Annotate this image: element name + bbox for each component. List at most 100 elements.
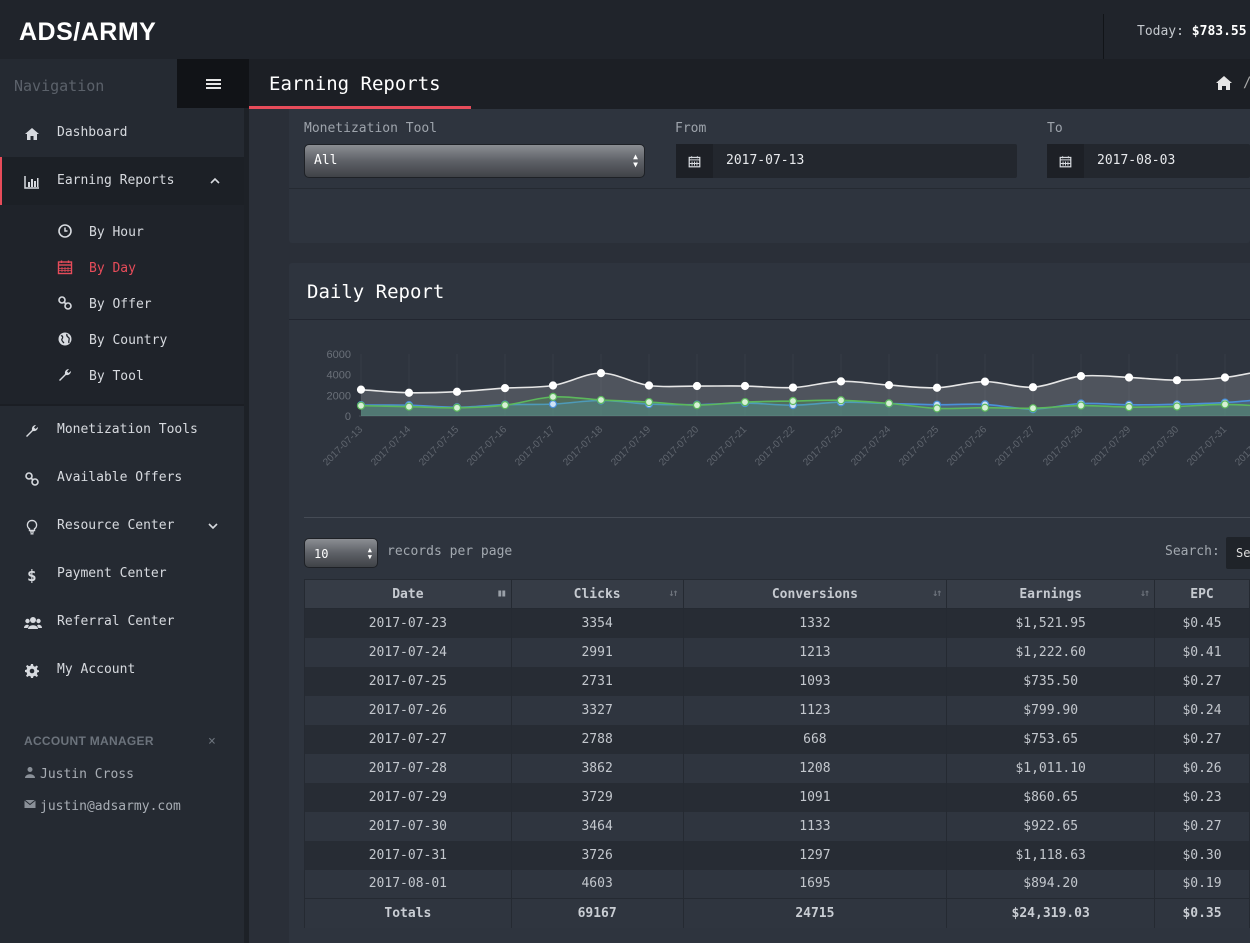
table-cell: $0.27 <box>1154 811 1250 841</box>
sidebar-item-my-account[interactable]: My Account <box>0 646 244 694</box>
breadcrumb-home-icon[interactable] <box>1215 75 1233 91</box>
hamburger-icon <box>205 77 221 91</box>
from-date-input[interactable]: 2017-07-13 <box>676 144 1017 178</box>
sidebar-subitem-label: By Offer <box>89 297 152 312</box>
table-cell: 2788 <box>510 724 684 754</box>
search-input[interactable]: Se <box>1226 537 1250 569</box>
sidebar-item-referral-center[interactable]: Referral Center <box>0 598 244 646</box>
data-point <box>1028 404 1038 413</box>
data-point <box>1124 373 1134 382</box>
daily-report-table: Date ▮▮ Clicks ↓↑ Conversions ↓↑ Earnings ↓↑… <box>304 579 1250 928</box>
table-cell: $0.23 <box>1154 782 1250 812</box>
sidebar-subitem-by-tool[interactable]: By Tool <box>0 368 244 405</box>
sidebar-item-resource-center[interactable]: Resource Center <box>0 502 244 550</box>
table-cell: $0.24 <box>1154 695 1250 725</box>
series-area <box>361 396 1250 416</box>
data-point <box>596 369 606 378</box>
data-point <box>452 387 462 396</box>
table-row: 2017-07-27 2788 668 $753.65 $0.27 <box>304 724 1250 754</box>
totals-row: Totals 69167 24715 $24,319.03 $0.35 <box>304 898 1250 928</box>
data-point <box>980 377 990 386</box>
account-manager-email[interactable]: justin@adsarmy.com <box>40 799 181 814</box>
data-point <box>1220 400 1230 409</box>
sidebar-subitem-by-country[interactable]: By Country <box>0 332 244 369</box>
table-row: 2017-07-28 3862 1208 $1,011.10 $0.26 <box>304 753 1250 783</box>
table-cell: 2017-07-31 <box>304 840 512 870</box>
x-tick-label: 2017-07-13 <box>321 424 365 468</box>
select-arrows-icon: ▲ ▼ <box>367 546 372 561</box>
sidebar-nav: Dashboard Earning Reports By Hour By Day… <box>0 109 244 694</box>
to-label: To <box>1047 121 1063 136</box>
table-cell: $0.27 <box>1154 666 1250 696</box>
x-tick-label: 2017-07-15 <box>417 424 461 468</box>
table-cell: $0.30 <box>1154 840 1250 870</box>
sidebar-item-label: Payment Center <box>57 566 167 581</box>
y-tick-label: 0 <box>345 411 351 423</box>
records-per-page-select[interactable]: 10 ▲ ▼ <box>304 538 378 568</box>
data-point <box>1124 403 1134 412</box>
data-point <box>596 395 606 405</box>
x-tick-label: 2017-07-16 <box>465 424 509 468</box>
table-cell: 2991 <box>510 637 684 667</box>
data-point <box>692 401 702 410</box>
x-tick-label: 2017-07-20 <box>657 424 701 468</box>
table-cell: $1,521.95 <box>946 608 1156 638</box>
top-bar: ADS/ARMY Today: $783.55 <box>0 0 1250 59</box>
x-tick-label: 2017-07-24 <box>849 424 893 468</box>
sidebar-item-dashboard[interactable]: Dashboard <box>0 109 244 157</box>
sidebar-subitem-by-day[interactable]: By Day <box>0 260 244 297</box>
sidebar-subitem-by-hour[interactable]: By Hour <box>0 224 244 261</box>
column-header-epc[interactable]: EPC <box>1154 579 1250 609</box>
brand-logo[interactable]: ADS/ARMY <box>19 18 157 46</box>
sidebar-subitem-by-offer[interactable]: By Offer <box>0 296 244 333</box>
table-cell: 2017-07-25 <box>304 666 512 696</box>
table-cell: 1091 <box>682 782 948 812</box>
users-icon <box>24 617 42 629</box>
sidebar-item-payment-center[interactable]: $ Payment Center <box>0 550 244 598</box>
menu-toggle-button[interactable] <box>177 59 249 108</box>
y-tick-label: 2000 <box>327 390 351 402</box>
data-point <box>452 403 462 412</box>
monetization-tool-select[interactable]: All ▲ ▼ <box>304 144 645 178</box>
sidebar-item-earning-reports[interactable]: Earning Reports <box>0 157 244 205</box>
totals-cell: $24,319.03 <box>946 898 1156 928</box>
sidebar-divider <box>0 404 244 406</box>
table-cell: 3464 <box>510 811 684 841</box>
search-label: Search: <box>1165 544 1220 559</box>
wrench-icon <box>59 368 72 381</box>
today-label: Today: <box>1137 24 1184 39</box>
data-point <box>932 383 942 392</box>
data-point <box>836 396 846 405</box>
navigation-label: Navigation <box>14 77 105 95</box>
sidebar-item-monetization-tools[interactable]: Monetization Tools <box>0 406 244 454</box>
today-value: $783.55 <box>1191 24 1247 39</box>
data-point <box>1028 383 1038 392</box>
chart-divider <box>304 517 1250 518</box>
data-point <box>548 392 558 401</box>
bar-chart-icon <box>24 176 39 189</box>
column-header-clicks[interactable]: Clicks ↓↑ <box>510 579 684 609</box>
sidebar-item-available-offers[interactable]: Available Offers <box>0 454 244 502</box>
column-header-earnings[interactable]: Earnings ↓↑ <box>946 579 1156 609</box>
data-point <box>548 381 558 390</box>
x-tick-label: 2017-07-22 <box>753 424 797 468</box>
column-header-date[interactable]: Date ▮▮ <box>304 579 512 609</box>
table-row: 2017-07-31 3726 1297 $1,118.63 $0.30 <box>304 840 1250 870</box>
chevron-up-icon[interactable] <box>209 175 221 187</box>
sidebar-item-label: Resource Center <box>57 518 175 533</box>
x-tick-label: 2017-07-26 <box>945 424 989 468</box>
table-cell: 2017-07-23 <box>304 608 512 638</box>
table-row: 2017-08-01 4603 1695 $894.20 $0.19 <box>304 869 1250 899</box>
x-tick-label: 2017-07-28 <box>1041 424 1085 468</box>
column-header-label: Date <box>392 586 424 602</box>
account-manager-email-row: justin@adsarmy.com <box>24 798 181 814</box>
records-per-page-label: records per page <box>387 544 513 559</box>
page-header: Earning Reports / <box>249 59 1250 109</box>
column-header-conversions[interactable]: Conversions ↓↑ <box>682 579 948 609</box>
chevron-down-icon[interactable] <box>207 520 219 532</box>
gear-icon <box>25 664 39 678</box>
account-manager-close-button[interactable]: × <box>208 734 216 749</box>
report-title-divider <box>289 319 1250 320</box>
to-date-input[interactable]: 2017-08-03 <box>1047 144 1250 178</box>
